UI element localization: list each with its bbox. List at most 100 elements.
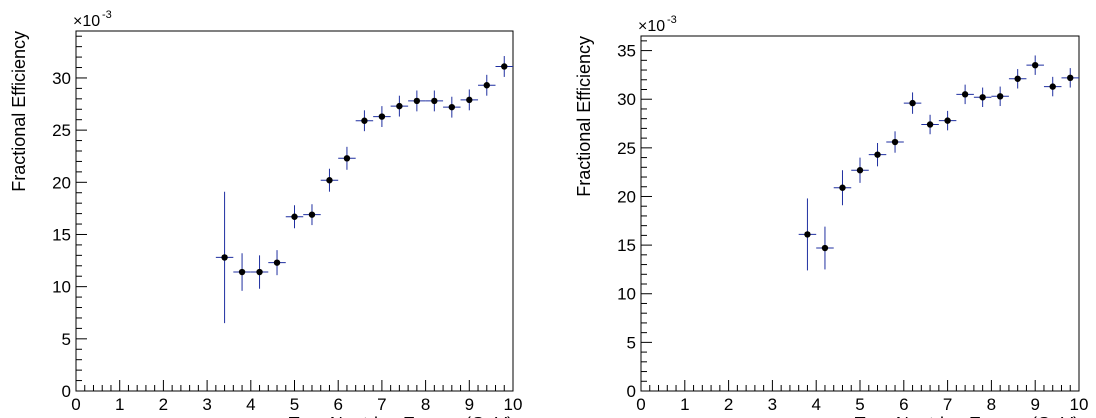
y-axis-title: Fractional Efficiency (9, 31, 29, 192)
data-marker (378, 113, 386, 120)
y-tick-label: 5 (627, 333, 636, 352)
data-point (390, 95, 409, 117)
data-point (833, 170, 852, 206)
data-marker (483, 82, 490, 89)
data-point (233, 253, 251, 291)
data-point (443, 96, 461, 118)
x-tick-label: 3 (768, 395, 777, 414)
x-axis-title: True Neutrino Energy (GeV) (289, 414, 513, 418)
data-marker (909, 99, 916, 107)
data-marker (979, 94, 986, 101)
y-multiplier-label: ×10 (638, 18, 665, 35)
data-marker (804, 231, 811, 238)
y-multiplier-exponent: -3 (102, 9, 112, 21)
data-marker (996, 93, 1004, 100)
data-marker (839, 184, 846, 191)
x-tick-label: 7 (943, 395, 952, 414)
data-marker (256, 268, 263, 276)
data-marker (926, 121, 934, 128)
data-marker (448, 103, 456, 111)
data-point (408, 90, 426, 112)
x-tick-label: 4 (811, 395, 820, 414)
data-marker (238, 268, 246, 276)
data-point (495, 56, 513, 77)
x-tick-label: 1 (115, 395, 124, 414)
data-point (903, 92, 922, 114)
data-point (425, 90, 444, 112)
x-axis-title: True Neutrino Energy (GeV) (855, 414, 1079, 418)
data-marker (821, 244, 829, 252)
y-tick-label: 30 (52, 69, 71, 88)
data-point (973, 87, 992, 107)
data-point (816, 226, 834, 270)
y-tick-label: 15 (52, 225, 71, 244)
y-tick-label: 25 (617, 139, 636, 158)
x-tick-label: 6 (333, 395, 342, 414)
data-point (991, 86, 1009, 107)
data-point (956, 84, 974, 105)
data-point (798, 198, 817, 271)
data-point (373, 106, 391, 127)
y-axis-title: Fractional Efficiency (574, 36, 594, 197)
x-tick-label: 2 (159, 395, 168, 414)
y-tick-label: 10 (52, 278, 71, 297)
data-point (250, 255, 269, 289)
x-tick-label: 5 (855, 395, 864, 414)
x-tick-label: 2 (724, 395, 733, 414)
x-tick-label: 3 (202, 395, 211, 414)
data-point (215, 191, 234, 324)
data-marker (413, 97, 421, 105)
data-marker (343, 155, 351, 162)
data-point (285, 205, 304, 229)
y-tick-label: 20 (52, 173, 71, 192)
data-marker (856, 167, 864, 174)
y-tick-label: 10 (617, 285, 636, 304)
y-tick-label: 20 (617, 187, 636, 206)
data-marker (396, 102, 403, 110)
data-marker (308, 211, 316, 218)
x-tick-label: 10 (504, 395, 523, 414)
x-tick-label: 0 (636, 395, 645, 414)
y-tick-label: 15 (617, 236, 636, 255)
data-point (338, 146, 356, 170)
data-point (851, 157, 869, 183)
data-marker (501, 63, 508, 70)
data-point (868, 142, 887, 167)
data-marker (1014, 75, 1021, 82)
y-multiplier-exponent: -3 (667, 14, 677, 26)
x-tick-label: 9 (1030, 395, 1039, 414)
y-tick-label: 30 (617, 90, 636, 109)
x-tick-label: 7 (377, 395, 386, 414)
y-tick-label: 25 (52, 121, 71, 140)
data-marker (273, 259, 281, 266)
data-point (460, 89, 479, 111)
data-marker (874, 151, 881, 158)
left-efficiency-plot: 0 1 2 3 4 5 6 7 8 9 10 0 5 10 15 20 25 30 True Neutrino En… (9, 9, 522, 418)
x-tick-label: 9 (465, 395, 474, 414)
data-point (938, 110, 957, 131)
data-marker (944, 117, 951, 124)
right-efficiency-plot: 0 1 2 3 4 5 6 7 8 9 10 0 5 10 15 20 25 30 35 True Neutrino … (574, 14, 1088, 418)
data-point (886, 131, 904, 153)
data-point (1061, 68, 1079, 88)
data-point (303, 204, 321, 226)
data-marker (361, 117, 368, 124)
y-tick-label: 0 (627, 382, 636, 401)
data-point (478, 74, 496, 96)
plot-frame (640, 35, 1080, 392)
data-marker (1067, 74, 1074, 82)
data-marker (891, 138, 899, 146)
y-tick-label: 35 (617, 42, 636, 61)
y-multiplier-label: ×10 (73, 13, 100, 30)
y-tick-label: 0 (62, 382, 71, 401)
x-tick-label: 1 (680, 395, 689, 414)
data-marker (466, 96, 473, 104)
data-marker (431, 97, 438, 105)
data-point (921, 114, 939, 135)
data-point (355, 110, 374, 132)
x-tick-label: 5 (290, 395, 299, 414)
data-marker (291, 213, 298, 220)
data-marker (221, 254, 228, 261)
data-point (1008, 69, 1027, 89)
